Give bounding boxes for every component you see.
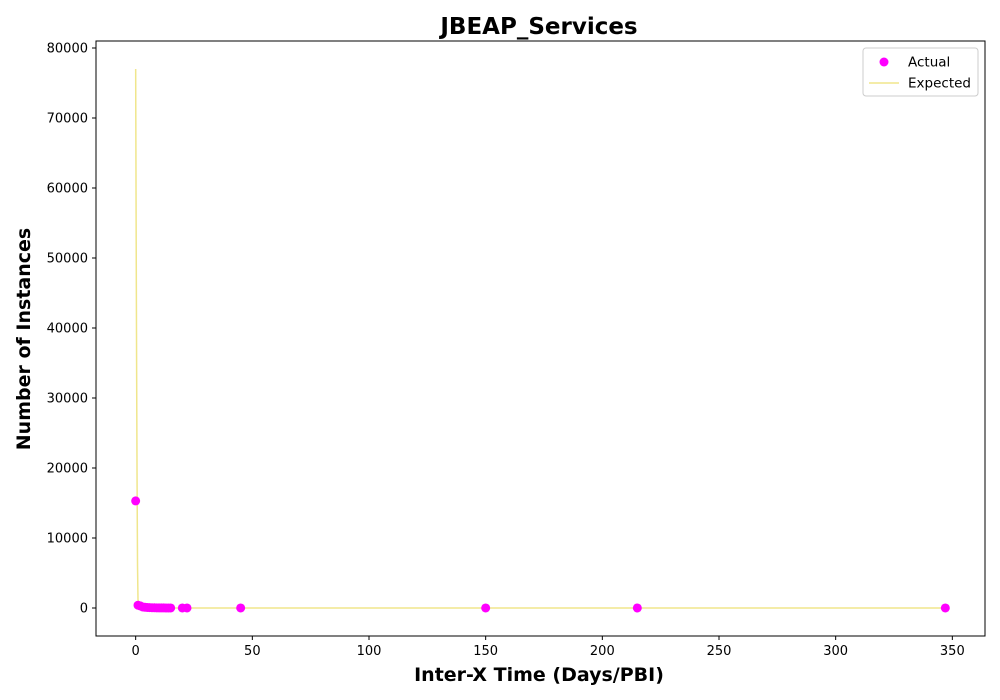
x-axis-label: Inter-X Time (Days/PBI)	[414, 664, 664, 686]
actual-data-point	[481, 603, 491, 613]
actual-data-point	[940, 603, 950, 613]
legend-label: Actual	[908, 55, 950, 71]
y-tick-label: 60000	[47, 182, 88, 197]
y-tick-label: 20000	[47, 462, 88, 477]
y-tick-label: 10000	[47, 532, 88, 547]
legend-label: Expected	[908, 76, 971, 92]
plot-layer	[131, 68, 950, 613]
actual-data-point	[166, 603, 176, 613]
expected-series-line	[134, 68, 946, 609]
plot-frame	[95, 40, 986, 637]
y-tick-label: 70000	[47, 112, 88, 127]
actual-data-point	[131, 496, 141, 506]
y-tick-label: 30000	[47, 392, 88, 407]
x-tick-label: 300	[823, 644, 848, 659]
x-tick-label: 0	[132, 644, 140, 659]
legend: Actual Expected	[862, 47, 979, 97]
y-tick-label: 50000	[47, 252, 88, 267]
ticks-layer: 0 50 100 150 200 250 300 350 0 10000 20000 30000 400…	[47, 42, 965, 660]
legend-marker-actual	[879, 57, 889, 67]
y-axis-label: Number of Instances	[13, 228, 35, 450]
y-tick-label: 80000	[47, 42, 88, 57]
x-tick-label: 200	[590, 644, 615, 659]
actual-data-point	[182, 603, 192, 613]
x-tick-label: 100	[357, 644, 382, 659]
actual-data-point	[632, 603, 642, 613]
y-tick-label: 0	[80, 602, 88, 617]
chart-title: JBEAP_Services	[438, 14, 637, 40]
x-tick-label: 350	[940, 644, 965, 659]
x-tick-label: 150	[473, 644, 498, 659]
y-tick-label: 40000	[47, 322, 88, 337]
x-tick-label: 250	[707, 644, 732, 659]
x-tick-label: 50	[244, 644, 261, 659]
legend-box	[862, 47, 979, 97]
actual-data-point	[236, 603, 246, 613]
